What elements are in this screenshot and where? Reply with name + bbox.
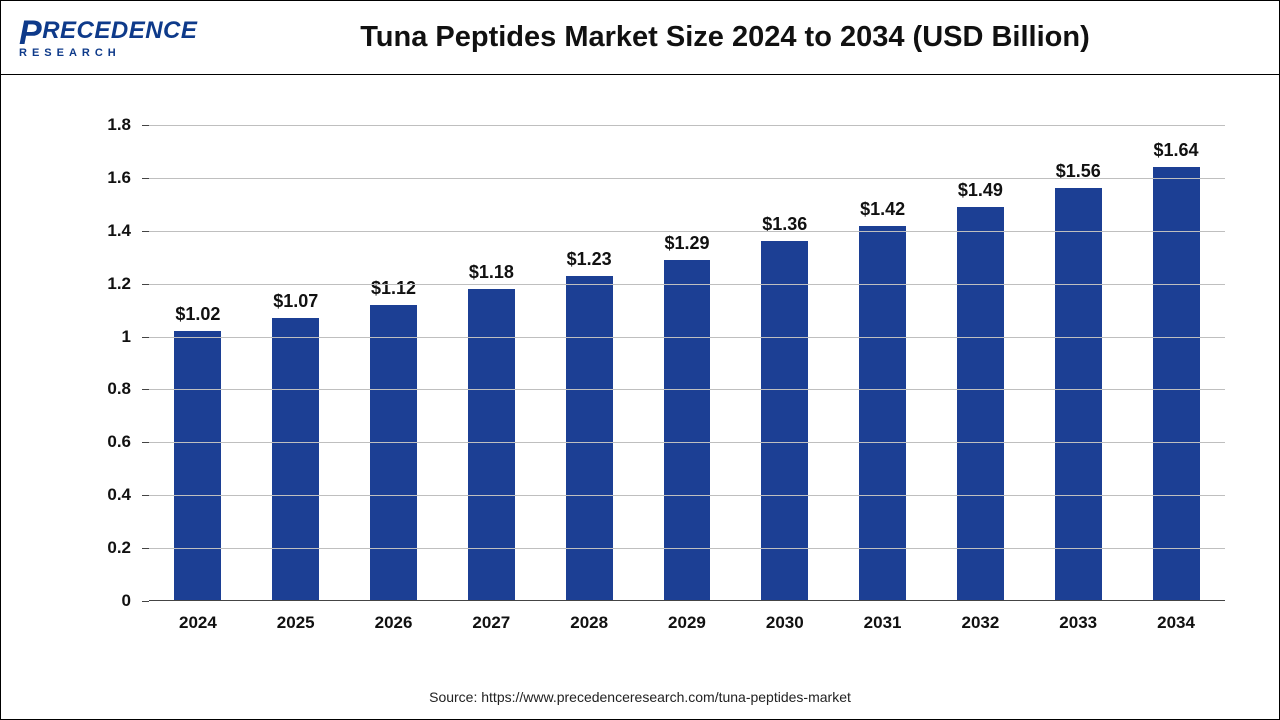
y-tick-label: 0.2 xyxy=(107,538,131,558)
y-tick-label: 1.6 xyxy=(107,168,131,188)
bar-value-label: $1.56 xyxy=(1029,161,1127,182)
bar xyxy=(272,318,319,601)
bar-slot: $1.362030 xyxy=(736,125,834,601)
y-tick-label: 0 xyxy=(122,591,131,611)
bar-slot: $1.022024 xyxy=(149,125,247,601)
bar-slot: $1.422031 xyxy=(834,125,932,601)
grid-line xyxy=(149,178,1225,179)
grid-line xyxy=(149,548,1225,549)
grid-line xyxy=(149,495,1225,496)
source-text: Source: https://www.precedenceresearch.c… xyxy=(1,689,1279,705)
bar-value-label: $1.42 xyxy=(834,199,932,220)
x-tick-label: 2029 xyxy=(638,601,736,633)
y-tick-label: 0.6 xyxy=(107,432,131,452)
y-tick xyxy=(142,178,149,179)
bar xyxy=(174,331,221,601)
bar-value-label: $1.64 xyxy=(1127,140,1225,161)
x-tick-label: 2030 xyxy=(736,601,834,633)
y-tick xyxy=(142,337,149,338)
grid-line xyxy=(149,389,1225,390)
bar-slot: $1.642034 xyxy=(1127,125,1225,601)
grid-line xyxy=(149,442,1225,443)
y-tick xyxy=(142,442,149,443)
bar-value-label: $1.02 xyxy=(149,304,247,325)
bar xyxy=(370,305,417,601)
y-tick-label: 1 xyxy=(122,327,131,347)
bar-slot: $1.182027 xyxy=(442,125,540,601)
bar-value-label: $1.07 xyxy=(247,291,345,312)
plot-area: $1.022024$1.072025$1.122026$1.182027$1.2… xyxy=(149,125,1225,601)
y-tick xyxy=(142,389,149,390)
x-tick-label: 2032 xyxy=(932,601,1030,633)
y-tick xyxy=(142,231,149,232)
grid-line xyxy=(149,284,1225,285)
x-tick-label: 2027 xyxy=(442,601,540,633)
bar xyxy=(1055,188,1102,601)
header: PRECEDENCE RESEARCH Tuna Peptides Market… xyxy=(1,1,1279,75)
chart-container: PRECEDENCE RESEARCH Tuna Peptides Market… xyxy=(0,0,1280,720)
bars-group: $1.022024$1.072025$1.122026$1.182027$1.2… xyxy=(149,125,1225,601)
bar-value-label: $1.36 xyxy=(736,214,834,235)
logo-brand: RECEDENCE xyxy=(42,17,197,45)
bar-value-label: $1.12 xyxy=(345,278,443,299)
bar xyxy=(1153,167,1200,601)
bar-slot: $1.292029 xyxy=(638,125,736,601)
logo-letter: P xyxy=(19,21,42,45)
x-tick-label: 2031 xyxy=(834,601,932,633)
logo-sub: RESEARCH xyxy=(19,47,197,59)
bar-value-label: $1.18 xyxy=(442,262,540,283)
grid-line xyxy=(149,337,1225,338)
bar xyxy=(664,260,711,601)
y-tick xyxy=(142,284,149,285)
y-tick xyxy=(142,601,149,602)
y-tick xyxy=(142,495,149,496)
y-tick-label: 1.2 xyxy=(107,274,131,294)
grid-line xyxy=(149,125,1225,126)
chart-title: Tuna Peptides Market Size 2024 to 2034 (… xyxy=(231,21,1279,54)
chart-area: 00.20.40.60.811.21.41.61.8 $1.022024$1.0… xyxy=(25,95,1255,659)
bar-slot: $1.492032 xyxy=(932,125,1030,601)
bar xyxy=(566,276,613,601)
x-tick-label: 2033 xyxy=(1029,601,1127,633)
y-tick-label: 0.8 xyxy=(107,379,131,399)
y-tick-label: 1.8 xyxy=(107,115,131,135)
y-tick-label: 1.4 xyxy=(107,221,131,241)
bar-slot: $1.072025 xyxy=(247,125,345,601)
y-tick-label: 0.4 xyxy=(107,485,131,505)
y-tick xyxy=(142,548,149,549)
x-tick-label: 2024 xyxy=(149,601,247,633)
x-axis xyxy=(149,600,1225,601)
bar-slot: $1.562033 xyxy=(1029,125,1127,601)
bar-slot: $1.122026 xyxy=(345,125,443,601)
grid-line xyxy=(149,231,1225,232)
x-tick-label: 2028 xyxy=(540,601,638,633)
bar xyxy=(957,207,1004,601)
y-tick xyxy=(142,125,149,126)
x-tick-label: 2026 xyxy=(345,601,443,633)
bar-value-label: $1.23 xyxy=(540,249,638,270)
bar xyxy=(859,226,906,602)
bar-value-label: $1.29 xyxy=(638,233,736,254)
bar-slot: $1.232028 xyxy=(540,125,638,601)
bar xyxy=(761,241,808,601)
y-axis: 00.20.40.60.811.21.41.61.8 xyxy=(25,125,149,601)
x-tick-label: 2034 xyxy=(1127,601,1225,633)
x-tick-label: 2025 xyxy=(247,601,345,633)
bar-value-label: $1.49 xyxy=(932,180,1030,201)
logo: PRECEDENCE RESEARCH xyxy=(1,17,231,59)
